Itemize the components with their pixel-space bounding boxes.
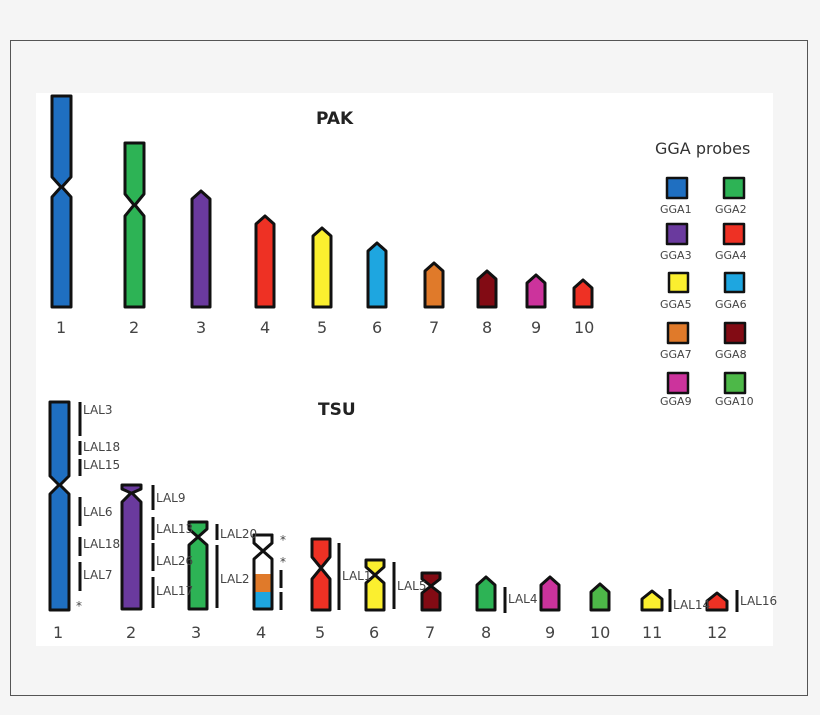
svg-text:LAL18: LAL18: [83, 440, 120, 454]
figure-panel: [36, 93, 773, 646]
svg-text:6: 6: [369, 623, 379, 642]
svg-text:LAL14: LAL14: [673, 598, 710, 612]
svg-text:LAL26: LAL26: [156, 554, 193, 568]
pak-chr7: [423, 261, 445, 309]
svg-text:LAL2: LAL2: [220, 572, 250, 586]
svg-text:LAL6: LAL6: [83, 505, 113, 519]
svg-text:LAL1: LAL1: [342, 569, 372, 583]
svg-text:LAL13: LAL13: [156, 522, 193, 536]
legend-swatches: [665, 176, 747, 395]
svg-text:5: 5: [317, 318, 327, 337]
svg-text:LAL17: LAL17: [156, 584, 193, 598]
svg-text:LAL16: LAL16: [740, 594, 777, 608]
tsu-chr11: [640, 589, 664, 612]
svg-text:8: 8: [481, 623, 491, 642]
pak-chr3: [190, 189, 212, 309]
tsu-chr3: [187, 520, 209, 611]
svg-text:7: 7: [429, 318, 439, 337]
tsu-chr12: [705, 591, 729, 612]
svg-text:1: 1: [53, 623, 63, 642]
svg-text:6: 6: [372, 318, 382, 337]
pak-title: PAK: [316, 109, 354, 129]
pak-chr4: [254, 214, 276, 309]
tsu-chr7: [420, 571, 442, 612]
tsu-chr8: [475, 575, 497, 612]
svg-text:2: 2: [126, 623, 136, 642]
svg-text:12: 12: [707, 623, 727, 642]
pak-chr2: [123, 141, 146, 309]
legend-title: GGA probes: [655, 139, 750, 158]
svg-text:7: 7: [425, 623, 435, 642]
tsu-chr10: [589, 582, 611, 612]
tsu-chr2: [120, 483, 143, 611]
pak-chr10: [572, 278, 594, 309]
tsu-chr5: [310, 537, 332, 612]
svg-text:LAL20: LAL20: [220, 527, 257, 541]
svg-text:8: 8: [482, 318, 492, 337]
legend-label: GGA8: [715, 348, 747, 361]
svg-text:LAL7: LAL7: [83, 568, 113, 582]
pak-chr5: [311, 226, 333, 309]
pak-chr9: [525, 273, 547, 309]
svg-text:5: 5: [315, 623, 325, 642]
pak-chr1: [50, 94, 73, 309]
svg-text:LAL5: LAL5: [397, 579, 427, 593]
tsu-chr4: [252, 533, 274, 611]
tsu-title: TSU: [318, 400, 356, 420]
svg-text:*: *: [76, 599, 82, 613]
svg-text:*: *: [280, 555, 286, 569]
svg-text:10: 10: [590, 623, 610, 642]
legend-label: GGA9: [660, 395, 692, 408]
legend-label: GGA4: [715, 249, 747, 262]
svg-text:3: 3: [196, 318, 206, 337]
svg-text:4: 4: [260, 318, 270, 337]
tsu-chr9: [539, 575, 561, 612]
svg-text:LAL9: LAL9: [156, 491, 186, 505]
legend-label: GGA6: [715, 298, 747, 311]
legend-label: GGA5: [660, 298, 692, 311]
svg-text:9: 9: [531, 318, 541, 337]
svg-text:3: 3: [191, 623, 201, 642]
svg-text:10: 10: [574, 318, 594, 337]
marker-labels: LAL3 LAL18 LAL15 LAL6 LAL18 LAL7 * LAL9 …: [76, 403, 777, 613]
svg-text:LAL3: LAL3: [83, 403, 113, 417]
svg-text:LAL18: LAL18: [83, 537, 120, 551]
svg-text:9: 9: [545, 623, 555, 642]
svg-text:2: 2: [129, 318, 139, 337]
pak-chr8: [476, 269, 498, 309]
legend-label: GGA3: [660, 249, 692, 262]
legend-label: GGA7: [660, 348, 692, 361]
marker-bars: [78, 402, 739, 613]
svg-text:*: *: [280, 533, 286, 547]
svg-text:11: 11: [642, 623, 662, 642]
svg-text:1: 1: [56, 318, 66, 337]
pak-numbers: 1 2 3 4 5 6 7 8 9 10: [56, 318, 594, 337]
pak-chr6: [366, 241, 388, 309]
svg-text:4: 4: [256, 623, 266, 642]
svg-text:LAL4: LAL4: [508, 592, 538, 606]
svg-text:LAL15: LAL15: [83, 458, 120, 472]
legend-label: GGA2: [715, 203, 747, 216]
legend-label: GGA1: [660, 203, 692, 216]
tsu-numbers: 1 2 3 4 5 6 7 8 9 10 11 12: [53, 623, 727, 642]
tsu-chr1: [48, 400, 71, 612]
tsu-chr6: [364, 558, 386, 612]
legend-label: GGA10: [715, 395, 754, 408]
